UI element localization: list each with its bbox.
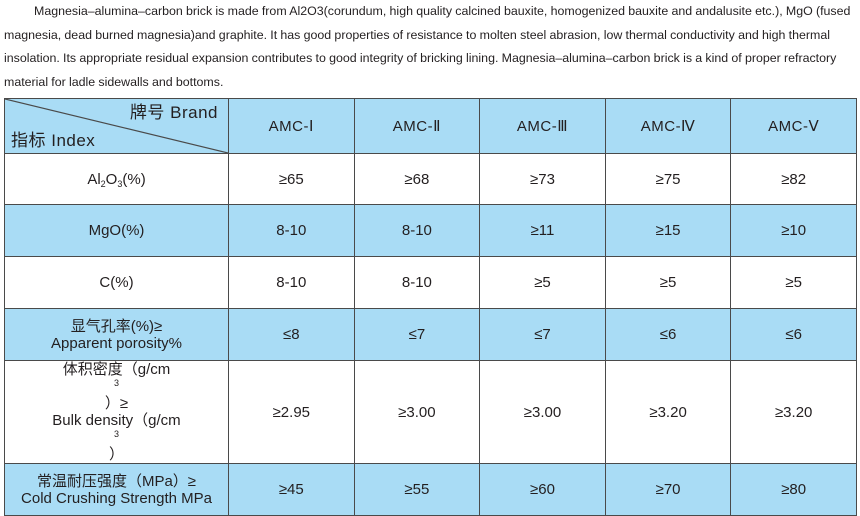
table-cell: 8-10 [353, 256, 481, 309]
row-label-cold-crushing-strength: 常温耐压强度（MPa）≥ Cold Crushing Strength MPa [4, 463, 229, 516]
table-cell: ≤7 [479, 308, 606, 361]
column-header-amc-5: AMC-Ⅴ [730, 98, 857, 154]
table-cell: ≥60 [479, 463, 606, 516]
table-cell: ≥68 [353, 153, 481, 205]
table-cell: ≥2.95 [228, 360, 355, 464]
row-label-al2o3: Al2O3(%) [4, 153, 229, 205]
table-cell: 8-10 [353, 204, 481, 257]
table-row-bulk-density: 体积密度（g/cm 3 ）≥ Bulk density（g/cm 3） ≥2.95 ≥… [4, 360, 857, 464]
table-cell: ≥65 [228, 153, 355, 205]
index-label: 指标 Index [11, 131, 96, 150]
table-header-row: 牌号 Brand 指标 Index AMC-Ⅰ AMC-Ⅱ AMC-Ⅲ AMC-… [4, 98, 857, 154]
row-label-apparent-porosity: 显气孔率(%)≥ Apparent porosity% [4, 308, 229, 361]
table-cell: ≤6 [730, 308, 857, 361]
column-header-amc-3: AMC-Ⅲ [479, 98, 606, 154]
intro-paragraph: Magnesia–alumina–carbon brick is made fr… [4, 4, 851, 89]
row-label-bulk-density: 体积密度（g/cm 3 ）≥ Bulk density（g/cm 3） [4, 360, 229, 464]
table-cell: ≥3.00 [353, 360, 481, 464]
spec-table: 牌号 Brand 指标 Index AMC-Ⅰ AMC-Ⅱ AMC-Ⅲ AMC-… [4, 98, 857, 516]
table-cell: ≥80 [730, 463, 857, 516]
table-cell: ≤8 [228, 308, 355, 361]
table-cell: ≥55 [353, 463, 481, 516]
table-cell: ≥73 [479, 153, 606, 205]
row-label-zh: 体积密度（g/cm 3 ）≥ [62, 361, 171, 412]
table-cell: ≥15 [604, 204, 732, 257]
table-cell: ≤6 [604, 308, 732, 361]
column-header-amc-4: AMC-Ⅳ [604, 98, 732, 154]
table-row-apparent-porosity: 显气孔率(%)≥ Apparent porosity% ≤8 ≤7 ≤7 ≤6 … [4, 308, 857, 361]
table-cell: ≥45 [228, 463, 355, 516]
table-cell: ≥10 [730, 204, 857, 257]
table-cell: ≥75 [604, 153, 732, 205]
row-label-zh: 显气孔率(%)≥ [70, 317, 163, 335]
table-cell: ≥11 [479, 204, 606, 257]
table-row-al2o3: Al2O3(%) ≥65 ≥68 ≥73 ≥75 ≥82 [4, 153, 857, 205]
row-label-en: Apparent porosity% [51, 334, 182, 352]
column-header-amc-2: AMC-Ⅱ [353, 98, 481, 154]
column-header-amc-1: AMC-Ⅰ [228, 98, 355, 154]
table-cell: ≥5 [730, 256, 857, 309]
table-cell: ≥82 [730, 153, 857, 205]
table-row-carbon: C(%) 8-10 8-10 ≥5 ≥5 ≥5 [4, 256, 857, 309]
table-cell: 8-10 [228, 204, 355, 257]
table-cell: ≥3.20 [730, 360, 857, 464]
table-cell: ≤7 [353, 308, 481, 361]
brand-label: 牌号 Brand [129, 103, 218, 122]
table-row-mgo: MgO(%) 8-10 8-10 ≥11 ≥15 ≥10 [4, 204, 857, 257]
row-label-carbon: C(%) [4, 256, 229, 309]
table-cell: ≥5 [604, 256, 732, 309]
diagonal-line [5, 99, 228, 153]
table-row-cold-crushing-strength: 常温耐压强度（MPa）≥ Cold Crushing Strength MPa … [4, 463, 857, 516]
table-cell: ≥3.00 [479, 360, 606, 464]
table-cell: 8-10 [228, 256, 355, 309]
corner-header-cell: 牌号 Brand 指标 Index [4, 98, 229, 154]
row-label-mgo: MgO(%) [4, 204, 229, 257]
table-cell: ≥3.20 [604, 360, 732, 464]
table-cell: ≥5 [479, 256, 606, 309]
row-label-zh: 常温耐压强度（MPa）≥ [36, 472, 197, 490]
row-label-en: Cold Crushing Strength MPa [21, 489, 212, 507]
table-cell: ≥70 [604, 463, 732, 516]
row-label-en: Bulk density（g/cm 3） [52, 412, 181, 463]
